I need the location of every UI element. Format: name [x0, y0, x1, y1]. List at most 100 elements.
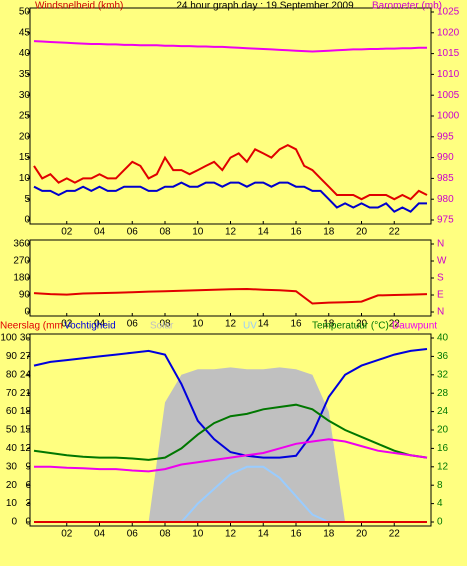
x-tick-label: 20 — [356, 529, 368, 540]
y2-tick-label: 40 — [437, 333, 449, 344]
y2-tick-label: 1015 — [437, 48, 460, 59]
y-tick-label: 20 — [19, 131, 31, 142]
plot-frame — [29, 7, 432, 225]
x-tick-label: 16 — [290, 529, 302, 540]
x-tick-label: 08 — [159, 529, 171, 540]
series-line — [33, 40, 427, 53]
y-tick-label: 50 — [19, 7, 31, 18]
x-tick-label: 16 — [290, 319, 302, 330]
y-tick-label: 360 — [13, 239, 30, 250]
x-tick-label: 18 — [323, 319, 335, 330]
x-tick-label: 12 — [225, 319, 237, 330]
x-tick-label: 12 — [225, 227, 237, 238]
y3-tick-label: 12 — [20, 443, 32, 454]
y-tick-label: 10 — [6, 498, 18, 509]
y2-tick-label: 4 — [437, 498, 443, 509]
x-tick-label: 04 — [94, 227, 106, 238]
y-axis-label: Windsnelheid (kmh) — [35, 1, 123, 12]
x-tick-label: 04 — [94, 319, 106, 330]
x-tick-label: 10 — [192, 319, 204, 330]
y-tick-label: 40 — [6, 443, 18, 454]
x-tick-label: 10 — [192, 529, 204, 540]
solar-area — [34, 367, 427, 522]
legend-entry: Neerslag (mm — [0, 321, 63, 332]
x-tick-label: 06 — [127, 529, 139, 540]
y-tick-label: 30 — [19, 90, 31, 101]
x-tick-label: 02 — [61, 227, 73, 238]
y2-axis-label: Barometer (mb) — [372, 1, 442, 12]
x-tick-label: 16 — [290, 227, 302, 238]
x-tick-label: 10 — [192, 227, 204, 238]
y2-tick-label: 16 — [437, 443, 449, 454]
x-tick-label: 22 — [389, 319, 401, 330]
y2-tick-label: 985 — [437, 173, 454, 184]
y2-tick-label: N — [437, 239, 444, 250]
y-tick-label: 90 — [6, 351, 18, 362]
x-tick-label: 18 — [323, 529, 335, 540]
y-tick-label: 35 — [19, 69, 31, 80]
y-tick-label: 50 — [6, 425, 18, 436]
y-tick-label: 15 — [19, 152, 31, 163]
x-tick-label: 18 — [323, 227, 335, 238]
series-line — [33, 348, 428, 459]
y-tick-label: 45 — [19, 27, 31, 38]
x-tick-label: 02 — [61, 319, 73, 330]
legend-entry: Dauwpunt — [392, 321, 437, 332]
legend-entry: Solar — [150, 321, 174, 332]
series-line — [33, 403, 428, 461]
plot-frame — [29, 239, 432, 317]
y-tick-label: 70 — [6, 388, 18, 399]
y2-tick-label: 1005 — [437, 90, 460, 101]
legend-entry: Vochtigheid — [64, 321, 116, 332]
x-tick-label: 08 — [159, 227, 171, 238]
y-tick-label: 30 — [6, 461, 18, 472]
y-tick-label: 20 — [6, 480, 18, 491]
y2-tick-label: 980 — [437, 194, 454, 205]
y-tick-label: 60 — [6, 406, 18, 417]
series-line — [34, 438, 428, 473]
series-line — [33, 143, 428, 201]
y-tick-label: 10 — [19, 173, 31, 184]
x-tick-label: 14 — [258, 319, 270, 330]
y-tick-label: 180 — [13, 273, 30, 284]
y-tick-label: 25 — [19, 111, 31, 122]
legend-entry: UV — [243, 321, 257, 332]
x-tick-label: 06 — [127, 227, 139, 238]
x-tick-label: 22 — [389, 227, 401, 238]
y2-tick-label: 1025 — [437, 7, 460, 18]
x-tick-label: 06 — [127, 319, 139, 330]
x-tick-label: 14 — [258, 529, 270, 540]
y2-tick-label: 8 — [437, 480, 443, 491]
y2-tick-label: 995 — [437, 131, 454, 142]
series-line — [33, 287, 428, 305]
x-tick-label: 20 — [356, 319, 368, 330]
y3-tick-label: 30 — [20, 333, 32, 344]
y2-tick-label: S — [437, 273, 444, 284]
x-tick-label: 14 — [258, 227, 270, 238]
y2-tick-label: 20 — [437, 425, 449, 436]
y-tick-label: 80 — [6, 369, 18, 380]
y2-tick-label: N — [437, 307, 444, 318]
y2-tick-label: 1010 — [437, 69, 460, 80]
y-tick-label: 40 — [19, 48, 31, 59]
y2-tick-label: 990 — [437, 152, 454, 163]
y2-tick-label: W — [437, 256, 447, 267]
x-tick-label: 02 — [61, 529, 73, 540]
chart-title: 24 hour graph day : 19 September 2009 — [176, 1, 354, 12]
y-tick-label: 90 — [19, 290, 31, 301]
y-tick-label: 100 — [0, 333, 17, 344]
x-tick-label: 22 — [389, 529, 401, 540]
y3-tick-label: 24 — [20, 369, 32, 380]
x-tick-label: 20 — [356, 227, 368, 238]
y2-tick-label: 12 — [437, 461, 449, 472]
y2-tick-label: E — [437, 290, 444, 301]
y3-tick-label: 27 — [20, 351, 32, 362]
y2-tick-label: 975 — [437, 215, 454, 226]
y3-tick-label: 21 — [20, 388, 32, 399]
y3-tick-label: 15 — [20, 425, 32, 436]
x-tick-label: 04 — [94, 529, 106, 540]
x-tick-label: 08 — [159, 319, 171, 330]
x-tick-label: 12 — [225, 529, 237, 540]
y2-tick-label: 32 — [437, 369, 449, 380]
